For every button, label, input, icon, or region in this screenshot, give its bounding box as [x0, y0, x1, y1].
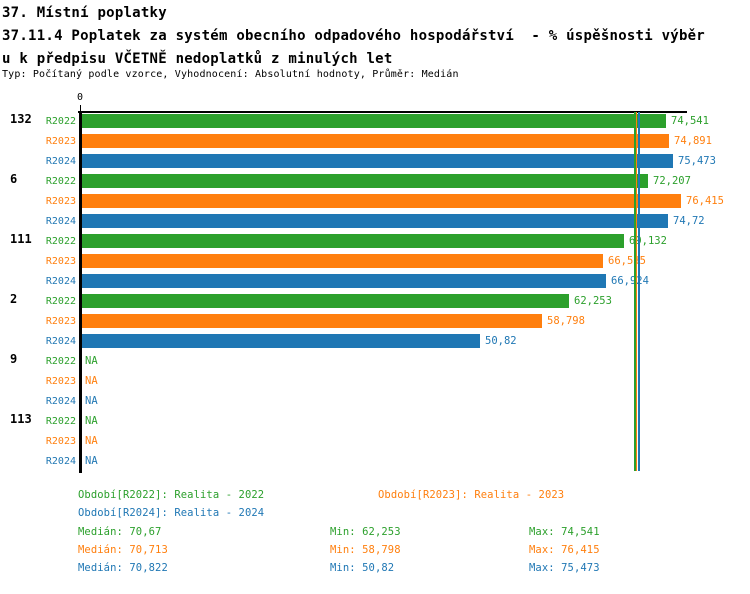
- bar-value-label: 76,415: [686, 195, 724, 207]
- bar-132-R2024: [82, 154, 673, 168]
- bar-value-label: 66,535: [608, 255, 646, 267]
- chart-subtitle-line2: u k předpisu VČETNĚ nedoplatků z minulýc…: [2, 51, 393, 67]
- y-axis-line: [79, 112, 82, 473]
- stat-median-R2023: Medián: 70,713: [78, 544, 168, 556]
- zero-tick-label: 0: [76, 92, 84, 103]
- na-value-label: NA: [85, 355, 98, 367]
- na-value-label: NA: [85, 395, 98, 407]
- stat-max-R2023: Max: 76,415: [529, 544, 600, 556]
- median-line-R2022: [634, 112, 636, 471]
- category-label: 2: [10, 292, 18, 306]
- bar-value-label: 50,82: [485, 335, 517, 347]
- x-axis-line: [78, 111, 687, 113]
- series-row-label: R2022: [45, 296, 76, 307]
- stat-min-R2024: Min: 50,82: [330, 562, 395, 574]
- median-line-R2024: [638, 112, 640, 471]
- series-row-label: R2024: [45, 456, 76, 467]
- bar-value-label: 74,891: [674, 135, 712, 147]
- chart-subtitle-line1: 37.11.4 Poplatek za systém obecního odpa…: [2, 28, 705, 44]
- bar-2-R2023: [82, 314, 542, 328]
- series-row-label: R2024: [45, 156, 76, 167]
- legend-item-R2023: Období[R2023]: Realita - 2023: [378, 489, 565, 501]
- chart-meta: Typ: Počítaný podle vzorce, Vyhodnocení:…: [2, 69, 459, 80]
- series-row-label: R2024: [45, 216, 76, 227]
- stat-min-R2023: Min: 58,798: [330, 544, 401, 556]
- na-value-label: NA: [85, 455, 98, 467]
- bar-132-R2022: [82, 114, 666, 128]
- na-value-label: NA: [85, 415, 98, 427]
- series-row-label: R2023: [45, 136, 76, 147]
- bar-6-R2023: [82, 194, 681, 208]
- stat-median-R2024: Medián: 70,822: [78, 562, 168, 574]
- bar-value-label: 72,207: [653, 175, 691, 187]
- bar-2-R2022: [82, 294, 569, 308]
- median-line-R2023: [635, 112, 638, 471]
- series-row-label: R2022: [45, 176, 76, 187]
- bar-111-R2023: [82, 254, 603, 268]
- category-label: 113: [10, 412, 32, 426]
- stat-median-R2022: Medián: 70,67: [78, 526, 162, 538]
- bar-6-R2022: [82, 174, 648, 188]
- category-label: 111: [10, 232, 32, 246]
- series-row-label: R2024: [45, 336, 76, 347]
- series-row-label: R2024: [45, 276, 76, 287]
- category-label: 132: [10, 112, 32, 126]
- bar-132-R2023: [82, 134, 669, 148]
- series-row-label: R2023: [45, 316, 76, 327]
- bar-value-label: 75,473: [678, 155, 716, 167]
- bar-value-label: 74,72: [673, 215, 705, 227]
- series-row-label: R2022: [45, 236, 76, 247]
- series-row-label: R2022: [45, 116, 76, 127]
- bar-value-label: 62,253: [574, 295, 612, 307]
- series-row-label: R2022: [45, 356, 76, 367]
- legend-item-R2024: Období[R2024]: Realita - 2024: [78, 507, 265, 519]
- zero-tick: [79, 105, 81, 112]
- page-title: 37. Místní poplatky: [2, 5, 167, 21]
- series-row-label: R2023: [45, 376, 76, 387]
- bar-value-label: 66,924: [611, 275, 649, 287]
- series-row-label: R2023: [45, 196, 76, 207]
- legend-item-R2022: Období[R2022]: Realita - 2022: [78, 489, 265, 501]
- bar-6-R2024: [82, 214, 668, 228]
- na-value-label: NA: [85, 375, 98, 387]
- stat-max-R2024: Max: 75,473: [529, 562, 600, 574]
- series-row-label: R2023: [45, 436, 76, 447]
- category-label: 9: [10, 352, 18, 366]
- bar-chart: 0 132 R2022 74,541 R2023 74,891 R2024 75,473 6 R2…: [10, 92, 724, 473]
- series-row-label: R2023: [45, 256, 76, 267]
- na-value-label: NA: [85, 435, 98, 447]
- series-row-label: R2024: [45, 396, 76, 407]
- series-row-label: R2022: [45, 416, 76, 427]
- bar-value-label: 74,541: [671, 115, 709, 127]
- stat-min-R2022: Min: 62,253: [330, 526, 401, 538]
- bar-2-R2024: [82, 334, 480, 348]
- category-label: 6: [10, 172, 18, 186]
- stat-max-R2022: Max: 74,541: [529, 526, 600, 538]
- bar-111-R2024: [82, 274, 606, 288]
- bar-value-label: 58,798: [547, 315, 585, 327]
- bar-111-R2022: [82, 234, 624, 248]
